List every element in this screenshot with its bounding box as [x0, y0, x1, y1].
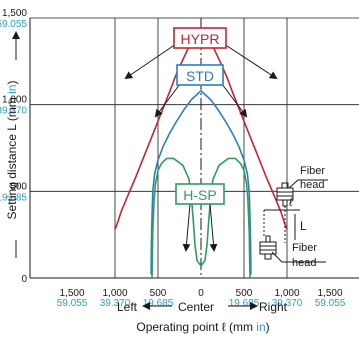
y-tick-inch-1000: 39.370	[0, 106, 27, 117]
x-tick-inch--1500: 59.055	[57, 298, 88, 309]
callout-arrows	[124, 43, 278, 252]
fiber-head-diagram: ℓ L Fiber head Fiber head	[259, 165, 328, 269]
series-label-hypr: HYPR	[173, 27, 227, 49]
series-hypr-right	[200, 29, 288, 230]
arrow-hsp-right	[209, 203, 218, 252]
arrow-std-left	[154, 83, 181, 118]
y-tick-label-500: 500	[10, 181, 27, 192]
center-label: Center	[178, 300, 214, 314]
x-tick-inch-500: 19.685	[229, 298, 260, 309]
x-tick-label--500: 500	[150, 288, 167, 299]
direction-labels: Left Center Right	[117, 300, 288, 314]
y-tick-inch-1500: 59.055	[0, 19, 27, 30]
series-label-hsp-text: H-SP	[183, 187, 216, 203]
left-label: Left	[117, 300, 138, 314]
fiber-distance-L: L	[300, 219, 307, 233]
series-h-sp-right	[200, 157, 251, 279]
x-tick-label-1000: 1,000	[274, 288, 299, 299]
y-tick-label-0: 0	[21, 274, 27, 285]
x-axis-title: Operating point ℓ (mm in)	[136, 320, 269, 334]
x-tick-label-0: 0	[198, 288, 204, 299]
x-tick-label--1000: 1,000	[102, 288, 127, 299]
x-tick-label--1500: 1,500	[59, 288, 84, 299]
arrow-hypr-left	[124, 43, 177, 80]
arrow-std-right	[221, 83, 248, 118]
arrow-hsp-left	[182, 203, 191, 252]
y-tick-inch-500: 19.685	[0, 192, 27, 203]
fiber-head-label-bottom-1: Fiber	[292, 242, 317, 254]
fiber-bottom-body	[259, 241, 277, 255]
x-tick-inch-1500: 59.055	[315, 298, 346, 309]
tick-labels: 050019.6851,00039.3701,50059.0551,50059.…	[0, 8, 346, 309]
series-layer	[114, 29, 288, 279]
y-tick-label-1500: 1,500	[2, 8, 27, 19]
series-std-left	[150, 90, 202, 275]
series-hypr-left	[114, 29, 202, 230]
grid	[29, 17, 359, 279]
right-label: Right	[259, 300, 288, 314]
series-label-hypr-text: HYPR	[181, 31, 220, 47]
series-label-std: STD	[176, 64, 224, 86]
series-h-sp-left	[151, 157, 202, 279]
fiber-l-symbol: ℓ	[289, 195, 294, 209]
fiber-head-label-top-2: head	[300, 179, 324, 191]
x-tick-inch-1000: 39.370	[272, 298, 303, 309]
series-label-std-text: STD	[186, 68, 214, 84]
y-axis-title: Setting distance L (mm in)	[5, 81, 19, 220]
y-tick-label-1000: 1,000	[2, 95, 27, 106]
fiber-head-label-top-1: Fiber	[300, 165, 325, 177]
fiber-head-label-bottom-2: head	[292, 257, 316, 269]
x-tick-inch--500: 19.685	[143, 298, 174, 309]
x-tick-label-1500: 1,500	[317, 288, 342, 299]
series-std-right	[200, 90, 252, 275]
x-tick-label-500: 500	[236, 288, 253, 299]
series-label-hsp: H-SP	[175, 183, 225, 205]
x-tick-inch--1000: 39.370	[100, 298, 131, 309]
arrow-hypr-right	[223, 43, 278, 80]
